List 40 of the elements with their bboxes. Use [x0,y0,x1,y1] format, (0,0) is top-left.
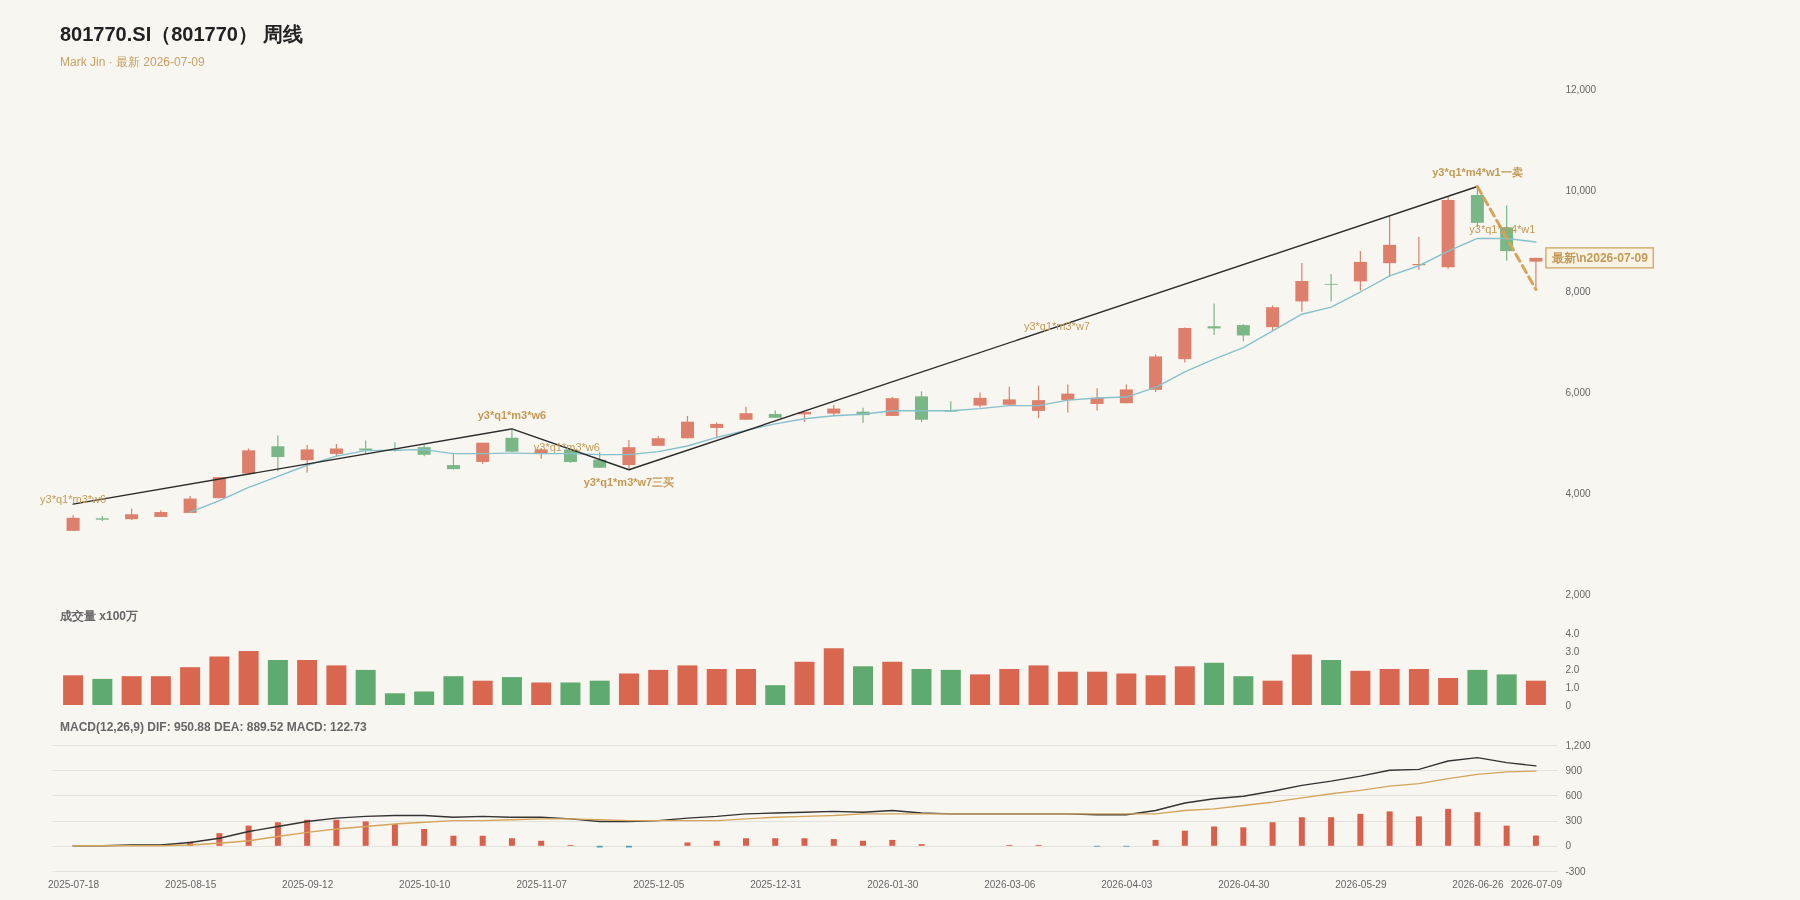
y-tick-label: 1,200 [1565,739,1591,751]
x-tick-label: 2025-09-12 [282,878,334,890]
annotation: y3*q1*m3*w6 [477,408,547,421]
y-tick-label: 10,000 [1565,184,1597,196]
y-tick-label: 3.0 [1565,645,1580,657]
y-tick-label: 900 [1565,764,1583,776]
y-tick-label: 2.0 [1565,663,1580,675]
x-tick-label: 2025-12-05 [633,878,685,890]
y-tick-label: 600 [1565,789,1583,801]
x-tick-label: 2026-01-30 [867,878,919,890]
text: 最新\n2026-07-09 [1550,250,1649,265]
y-tick-label: -300 [1565,865,1586,877]
x-tick-label: 2025-10-10 [399,878,451,890]
y-tick-label: 8,000 [1565,285,1591,297]
annotation: y3*q1*m4*w1一卖 [1432,166,1523,179]
y-tick-label: 4,000 [1565,487,1591,499]
chart-subtitle: Mark Jin · 最新 2026-07-09 [60,55,206,69]
x-tick-label: 2026-03-06 [984,878,1036,890]
x-tick-label: 2026-06-26 [1452,878,1504,890]
y-tick-label: 300 [1565,815,1583,827]
x-tick-label: 2025-11-07 [516,878,568,890]
x-tick-label: 2026-04-03 [1101,878,1153,890]
x-tick-label: 2026-04-30 [1218,878,1270,890]
y-tick-label: 12,000 [1565,83,1597,95]
y-tick-label: 1.0 [1565,681,1580,693]
chart-title: 801770.SI（801770） 周线 [60,23,304,45]
chart-title: MACD(12,26,9) DIF: 950.88 DEA: 889.52 MACD: 122.73 [59,719,368,736]
x-tick-label: 2026-05-29 [1335,878,1387,890]
chart-title: 成交量 x100万 [59,608,140,625]
annotation: y3*q1*m3*w7三买 [583,475,675,488]
x-tick-label: 2025-08-15 [165,878,217,890]
x-tick-label: 2026-07-09 [1510,878,1563,890]
annotation: y3*q1*m3*w6 [40,492,107,505]
y-tick-label: 4.0 [1565,627,1580,639]
x-tick-label: 2025-07-18 [48,878,100,890]
y-tick-label: 2,000 [1565,588,1591,600]
x-tick-label: 2025-12-31 [750,878,802,890]
y-tick-label: 0 [1565,840,1572,852]
y-tick-label: 0 [1565,699,1572,711]
y-tick-label: 6,000 [1565,386,1591,398]
